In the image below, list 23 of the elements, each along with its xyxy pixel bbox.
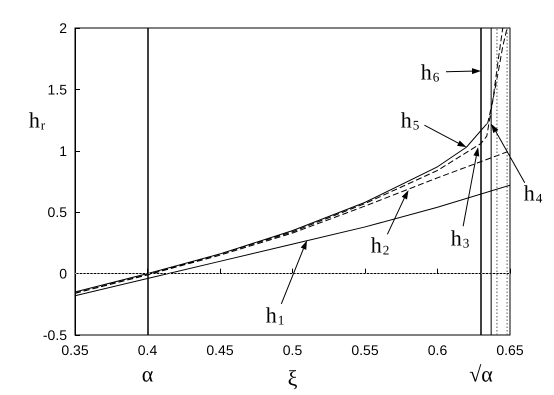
annotation: h6 bbox=[420, 60, 440, 84]
annotation: h1 bbox=[266, 302, 284, 328]
x-tick-label: 0.55 bbox=[351, 342, 379, 358]
x-tick-label: 0.6 bbox=[428, 342, 448, 358]
y-tick-label: 0.5 bbox=[48, 204, 68, 220]
annotation: h4 bbox=[524, 180, 543, 206]
x-tick-label: 0.65 bbox=[496, 342, 524, 358]
y-axis-title: hr bbox=[28, 108, 46, 132]
y-tick-label: 1 bbox=[59, 142, 68, 159]
annotation: h3 bbox=[450, 226, 470, 250]
x-tick-label: 0.4 bbox=[138, 342, 158, 358]
ref-line-label: √α bbox=[469, 362, 494, 386]
y-tick-label: 0 bbox=[59, 266, 68, 282]
x-axis-title: ξ bbox=[288, 366, 298, 390]
y-tick-label: 2 bbox=[59, 20, 68, 36]
x-tick-label: 0.45 bbox=[206, 342, 234, 358]
y-tick-label: -0.5 bbox=[42, 327, 68, 343]
y-tick-label: 1.5 bbox=[48, 81, 68, 98]
x-tick-label: 0.35 bbox=[61, 342, 89, 358]
annotation: h2 bbox=[370, 232, 390, 258]
ref-line-label: α bbox=[142, 362, 154, 386]
x-tick-label: 0.5 bbox=[282, 342, 302, 358]
annotation: h5 bbox=[400, 108, 420, 132]
